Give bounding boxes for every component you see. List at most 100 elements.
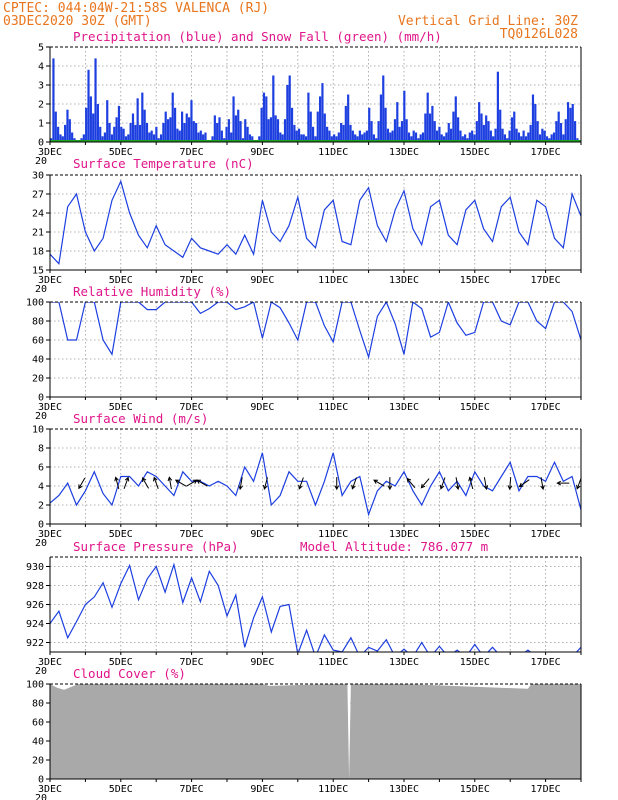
- precip-bar: [435, 130, 439, 142]
- precip-bar: [202, 134, 205, 142]
- precip-bar: [274, 115, 277, 142]
- cloud-area: [50, 684, 581, 779]
- precip-bar: [164, 111, 167, 142]
- wind-vector-arrow: [123, 476, 130, 489]
- rh-ytick-label: 100: [26, 298, 44, 309]
- temp-ytick-label: 15: [32, 266, 44, 277]
- pressure-xtick-label: 11DEC: [318, 657, 348, 668]
- precip-bar: [478, 102, 481, 142]
- pressure-title: Surface Pressure (hPa): [73, 539, 239, 554]
- cloud-xtick-label: 11DEC: [318, 784, 348, 795]
- precip-bar: [321, 83, 324, 142]
- precip-bar: [106, 100, 109, 142]
- precip-bar: [234, 115, 237, 142]
- precip-bar: [457, 117, 460, 142]
- precip-bar: [473, 134, 476, 142]
- rh-xtick-label: 5DEC: [109, 402, 133, 413]
- rh-ytick-label: 20: [32, 374, 44, 385]
- precip-bar: [68, 119, 71, 142]
- rh-ytick-label: 0: [38, 393, 44, 404]
- precip-bar: [304, 136, 308, 142]
- precip-bar: [232, 96, 235, 142]
- precip-bar: [166, 119, 170, 142]
- precip-bar: [442, 136, 446, 142]
- precip-bar: [361, 134, 364, 142]
- precip-bar: [297, 128, 301, 142]
- precip-bar: [290, 107, 294, 142]
- precip-bar: [370, 121, 373, 142]
- wind-ytick-label: 6: [38, 463, 44, 474]
- precip-bar: [393, 119, 397, 142]
- precip-bar: [517, 132, 521, 142]
- precip-bar: [372, 134, 375, 142]
- wind-year-label: 20: [35, 538, 47, 549]
- precip-xtick-label: 9DEC: [250, 147, 274, 158]
- wind-vector-arrow: [351, 477, 357, 490]
- wind-ytick-label: 8: [38, 444, 44, 455]
- precip-bar: [541, 128, 544, 142]
- precip-bar: [562, 134, 565, 142]
- precip-bar: [216, 123, 219, 142]
- wind-vector-arrow: [142, 477, 150, 489]
- precip-bar: [471, 130, 474, 142]
- pressure-xtick-label: 3DEC: [38, 657, 62, 668]
- precip-bar: [515, 128, 518, 142]
- precip-bar: [82, 134, 85, 142]
- precip-bar: [59, 134, 62, 142]
- precip-bar: [405, 119, 408, 142]
- precip-bar: [522, 130, 525, 142]
- precip-bar: [450, 128, 453, 142]
- rh-xtick-label: 17DEC: [531, 402, 561, 413]
- wind-vector-arrow: [238, 477, 244, 491]
- precip-bar: [145, 123, 149, 142]
- precip-bar: [534, 104, 537, 142]
- model-altitude: Model Altitude: 786.077 m: [300, 539, 488, 554]
- precip-bar: [414, 132, 418, 142]
- precip-bar: [552, 132, 556, 142]
- wind-vector-arrow: [373, 479, 385, 487]
- precip-bar: [92, 113, 95, 142]
- precip-bar: [398, 126, 401, 142]
- precip-bar: [520, 136, 523, 142]
- precip-bar: [61, 136, 64, 142]
- precip-bar: [330, 136, 333, 142]
- precip-bar: [178, 130, 181, 142]
- precip-ytick-label: 5: [38, 43, 44, 54]
- rh-year-label: 20: [35, 411, 47, 422]
- precip-bar: [421, 132, 425, 142]
- precip-bar: [424, 113, 427, 142]
- precip-bar: [293, 124, 296, 142]
- precip-bar: [335, 136, 338, 142]
- precip-bar: [314, 136, 317, 142]
- precip-bar: [99, 126, 102, 142]
- precip-bar: [410, 136, 413, 142]
- pressure-xtick-label: 17DEC: [531, 657, 561, 668]
- cloud-xtick-label: 15DEC: [460, 784, 490, 795]
- precip-bar: [384, 107, 387, 142]
- precip-bar: [438, 126, 441, 142]
- wind-vector-arrow: [387, 477, 393, 491]
- precip-bar: [129, 123, 132, 142]
- pressure-xtick-label: 15DEC: [460, 657, 490, 668]
- precip-bar: [251, 136, 254, 142]
- precip-bar: [368, 107, 371, 142]
- precip-bar: [356, 136, 359, 142]
- precip-bar: [309, 111, 312, 142]
- precip-xtick-label: 15DEC: [460, 147, 490, 158]
- precip-bar: [225, 126, 228, 142]
- wind-xtick-label: 7DEC: [180, 529, 204, 540]
- precip-bar: [487, 121, 490, 142]
- precip-bar: [391, 130, 394, 142]
- precip-bar: [87, 69, 90, 142]
- precip-bar: [265, 96, 268, 142]
- precip-bar: [195, 123, 198, 142]
- precip-bar: [482, 124, 485, 142]
- precip-bar: [171, 92, 174, 142]
- rh-series-line: [50, 302, 581, 360]
- cloud-ytick-label: 20: [32, 756, 44, 767]
- temp-year-label: 20: [35, 284, 47, 295]
- wind-vector-arrow: [507, 477, 513, 491]
- precip-bar: [162, 123, 165, 142]
- header-run-time: 03DEC2020 30Z (GMT): [3, 14, 152, 29]
- precip-bar: [389, 132, 392, 142]
